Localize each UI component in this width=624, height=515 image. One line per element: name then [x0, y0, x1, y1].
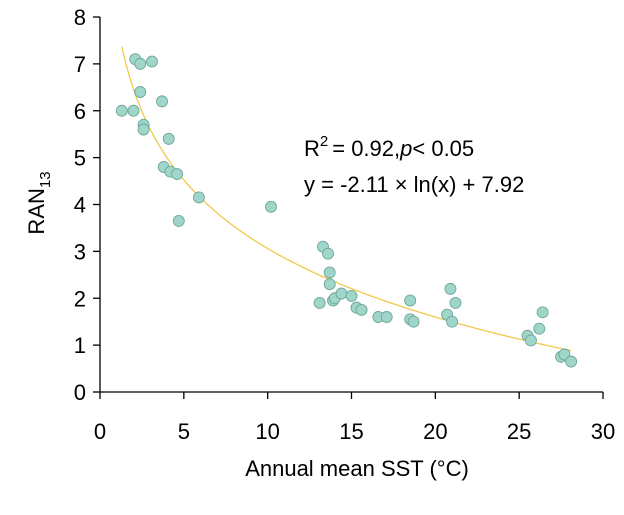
data-point — [449, 296, 462, 309]
x-tick-label: 5 — [178, 419, 190, 444]
y-tick-label: 1 — [74, 333, 86, 358]
data-point — [536, 306, 549, 319]
data-point — [156, 95, 168, 108]
data-point — [115, 104, 128, 117]
x-tick-label: 10 — [255, 419, 279, 444]
data-point — [146, 55, 158, 68]
fit-curve — [121, 46, 572, 352]
x-tick-label: 25 — [507, 419, 531, 444]
r2-annotation: R2 = 0.92,p< 0.05 — [304, 133, 474, 161]
y-tick-label: 3 — [74, 239, 86, 264]
r2-symbol: R — [304, 136, 320, 161]
data-point — [345, 289, 358, 302]
y-tick-label: 6 — [74, 99, 86, 124]
data-point — [322, 247, 334, 260]
x-tick-label: 30 — [591, 419, 615, 444]
data-point — [380, 311, 393, 323]
data-point — [524, 334, 537, 347]
data-point — [323, 278, 336, 291]
data-point — [407, 315, 420, 328]
p-value: < 0.05 — [412, 136, 474, 161]
r2-value: = 0.92, — [332, 136, 400, 161]
x-ticks: 0 5 10 15 20 25 30 — [94, 392, 615, 444]
fit-equation: y = -2.11 × ln(x) + 7.92 — [304, 172, 524, 197]
y-tick-label: 4 — [74, 193, 86, 218]
data-point — [565, 355, 578, 368]
y-tick-label: 8 — [74, 5, 86, 30]
data-point — [444, 282, 457, 295]
x-tick-label: 20 — [423, 419, 447, 444]
data-point — [171, 168, 184, 180]
data-point — [162, 132, 175, 145]
y-tick-label: 0 — [74, 380, 86, 405]
p-symbol: p — [399, 136, 412, 161]
data-point — [127, 104, 140, 117]
data-point — [335, 287, 348, 300]
data-points — [115, 53, 578, 368]
data-point — [533, 322, 546, 335]
data-point — [313, 296, 326, 309]
data-point — [137, 123, 150, 136]
data-point — [265, 200, 277, 213]
y-axis-title: RAN13 — [24, 171, 54, 234]
y-tick-label: 7 — [74, 52, 86, 77]
y-tick-label: 2 — [74, 286, 86, 311]
r2-superscript: 2 — [320, 133, 328, 150]
y-axis-title-main: RAN — [24, 188, 49, 234]
data-point — [355, 304, 368, 316]
x-tick-label: 0 — [94, 419, 106, 444]
y-ticks: 0 1 2 3 4 5 6 7 8 — [74, 5, 100, 405]
data-point — [323, 266, 336, 279]
y-tick-label: 5 — [74, 146, 86, 171]
data-point — [134, 57, 147, 70]
data-point — [446, 315, 459, 328]
axes: 0 5 10 15 20 25 30 0 1 2 3 4 5 6 7 8 — [74, 5, 615, 444]
x-axis-title: Annual mean SST (°C) — [245, 456, 469, 481]
data-point — [404, 294, 417, 307]
fit-curve-group — [121, 46, 572, 352]
data-point — [192, 191, 205, 204]
data-point — [134, 86, 147, 98]
x-tick-label: 15 — [339, 419, 363, 444]
data-point — [172, 214, 185, 227]
y-axis-title-subscript: 13 — [37, 171, 54, 188]
